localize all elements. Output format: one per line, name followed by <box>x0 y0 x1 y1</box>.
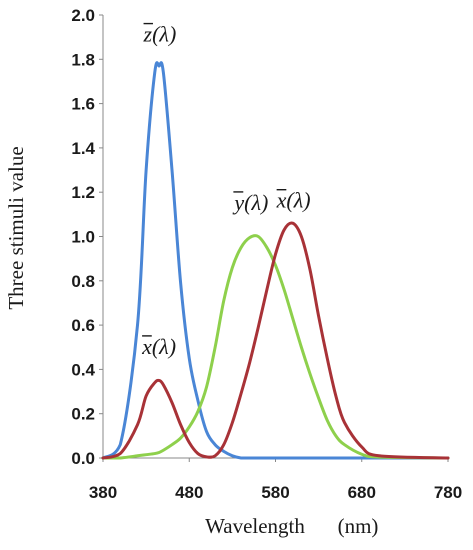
x-tick-label: 380 <box>89 483 117 502</box>
y-tick-label: 1.4 <box>71 139 95 158</box>
y-tick-label: 0.0 <box>71 449 95 468</box>
y-axis-ticks: 0.0 0.2 0.4 0.6 0.8 1.0 1.2 1.4 1.6 1.8 2.0 <box>71 6 103 468</box>
series-line-1 <box>101 234 450 460</box>
y-tick-label: 1.6 <box>71 95 95 114</box>
series-line-0 <box>101 61 450 460</box>
curve-label: x(λ) <box>276 188 311 213</box>
y-tick-label: 1.2 <box>71 183 95 202</box>
x-axis-ticks: 380 480 580 680 780 <box>89 458 462 502</box>
x-tick-label: 480 <box>175 483 203 502</box>
y-tick-label: 2.0 <box>71 6 95 25</box>
series-line-2 <box>101 221 450 460</box>
y-tick-label: 0.2 <box>71 405 95 424</box>
y-tick-label: 1.8 <box>71 50 95 69</box>
x-tick-label: 780 <box>434 483 462 502</box>
y-tick-label: 0.8 <box>71 272 95 291</box>
y-tick-label: 0.4 <box>71 360 95 379</box>
curve-label: y(λ) <box>232 190 268 215</box>
curve-label: x(λ) <box>141 334 176 359</box>
y-tick-label: 0.6 <box>71 316 95 335</box>
x-axis-unit: (nm) <box>338 514 379 538</box>
curve-labels: z(λ) y(λ) x(λ) x(λ) <box>141 22 311 359</box>
x-tick-label: 680 <box>348 483 376 502</box>
series-lines <box>101 61 450 460</box>
x-axis-label: Wavelength <box>205 514 305 538</box>
curve-label: z(λ) <box>143 22 177 47</box>
x-tick-label: 580 <box>261 483 289 502</box>
y-tick-label: 1.0 <box>71 228 95 247</box>
y-axis-label: Three stimuli value <box>4 146 28 309</box>
